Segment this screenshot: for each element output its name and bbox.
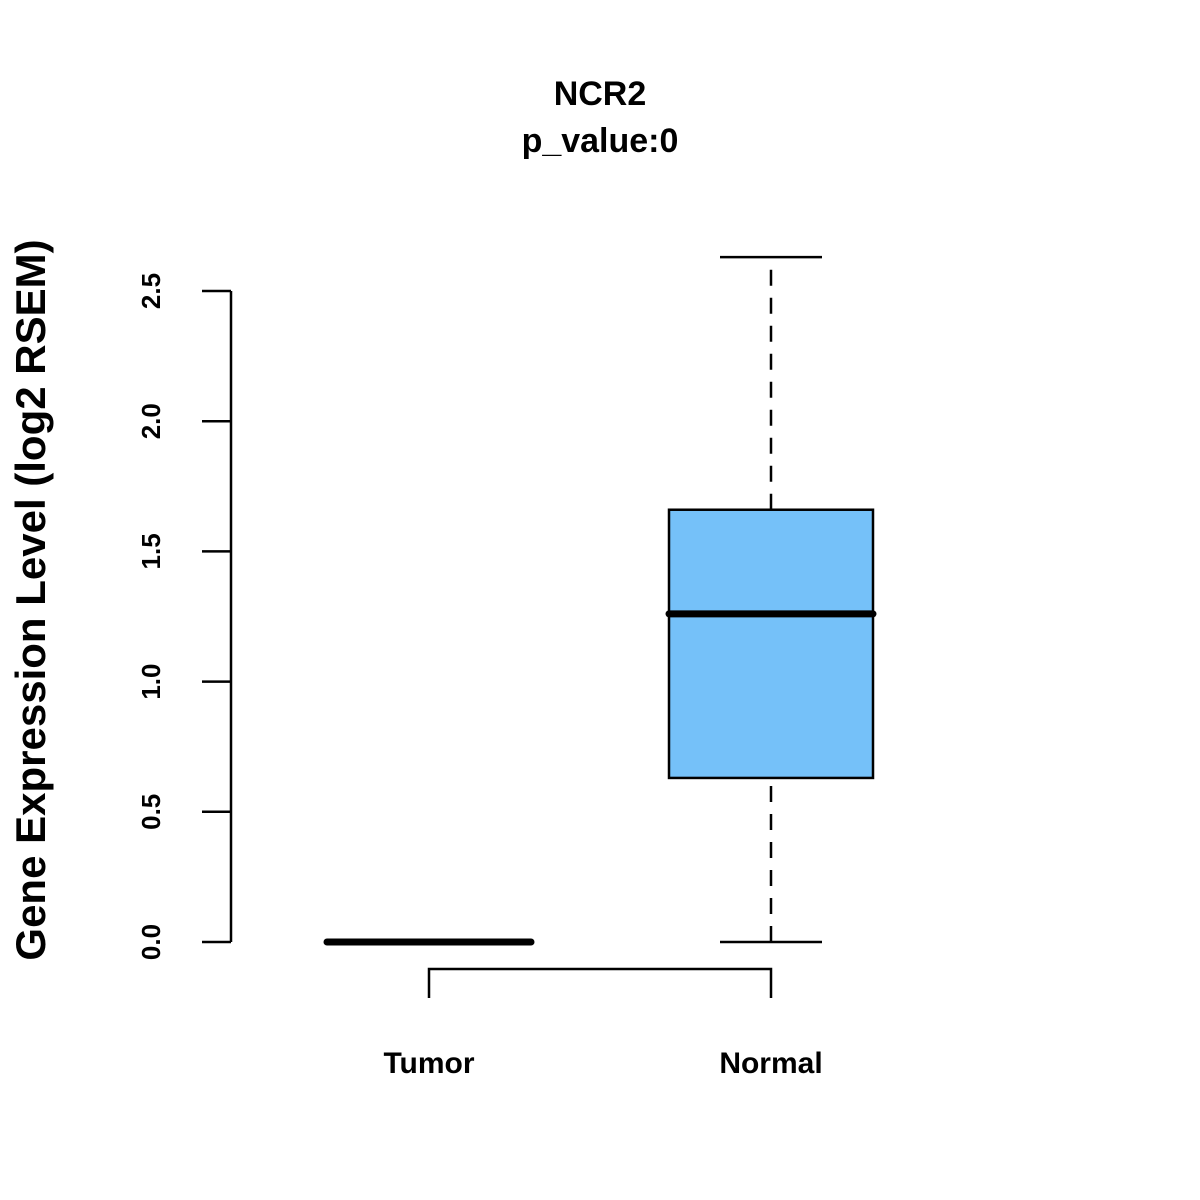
y-axis-label: Gene Expression Level (log2 RSEM) bbox=[7, 239, 54, 960]
comparison-bracket bbox=[427, 967, 773, 998]
box-normal bbox=[665, 255, 877, 944]
y-tick-label: 2.5 bbox=[136, 273, 166, 309]
y-tick-label: 1.5 bbox=[136, 533, 166, 569]
x-tick-label: Normal bbox=[719, 1047, 822, 1080]
y-tick-label: 2.0 bbox=[136, 403, 166, 439]
y-tick-label: 0.5 bbox=[136, 794, 166, 830]
x-tick-label: Tumor bbox=[383, 1047, 474, 1080]
chart-subtitle: p_value:0 bbox=[522, 122, 679, 160]
y-axis: 0.0 0.5 1.0 1.5 2.0 2.5 bbox=[136, 273, 233, 960]
y-tick-label: 1.0 bbox=[136, 664, 166, 700]
iqr-box bbox=[667, 508, 875, 780]
boxes bbox=[323, 255, 877, 998]
chart-title: NCR2 bbox=[554, 75, 647, 113]
y-tick-label: 0.0 bbox=[136, 924, 166, 960]
x-axis-labels: Tumor Normal bbox=[383, 1047, 822, 1080]
